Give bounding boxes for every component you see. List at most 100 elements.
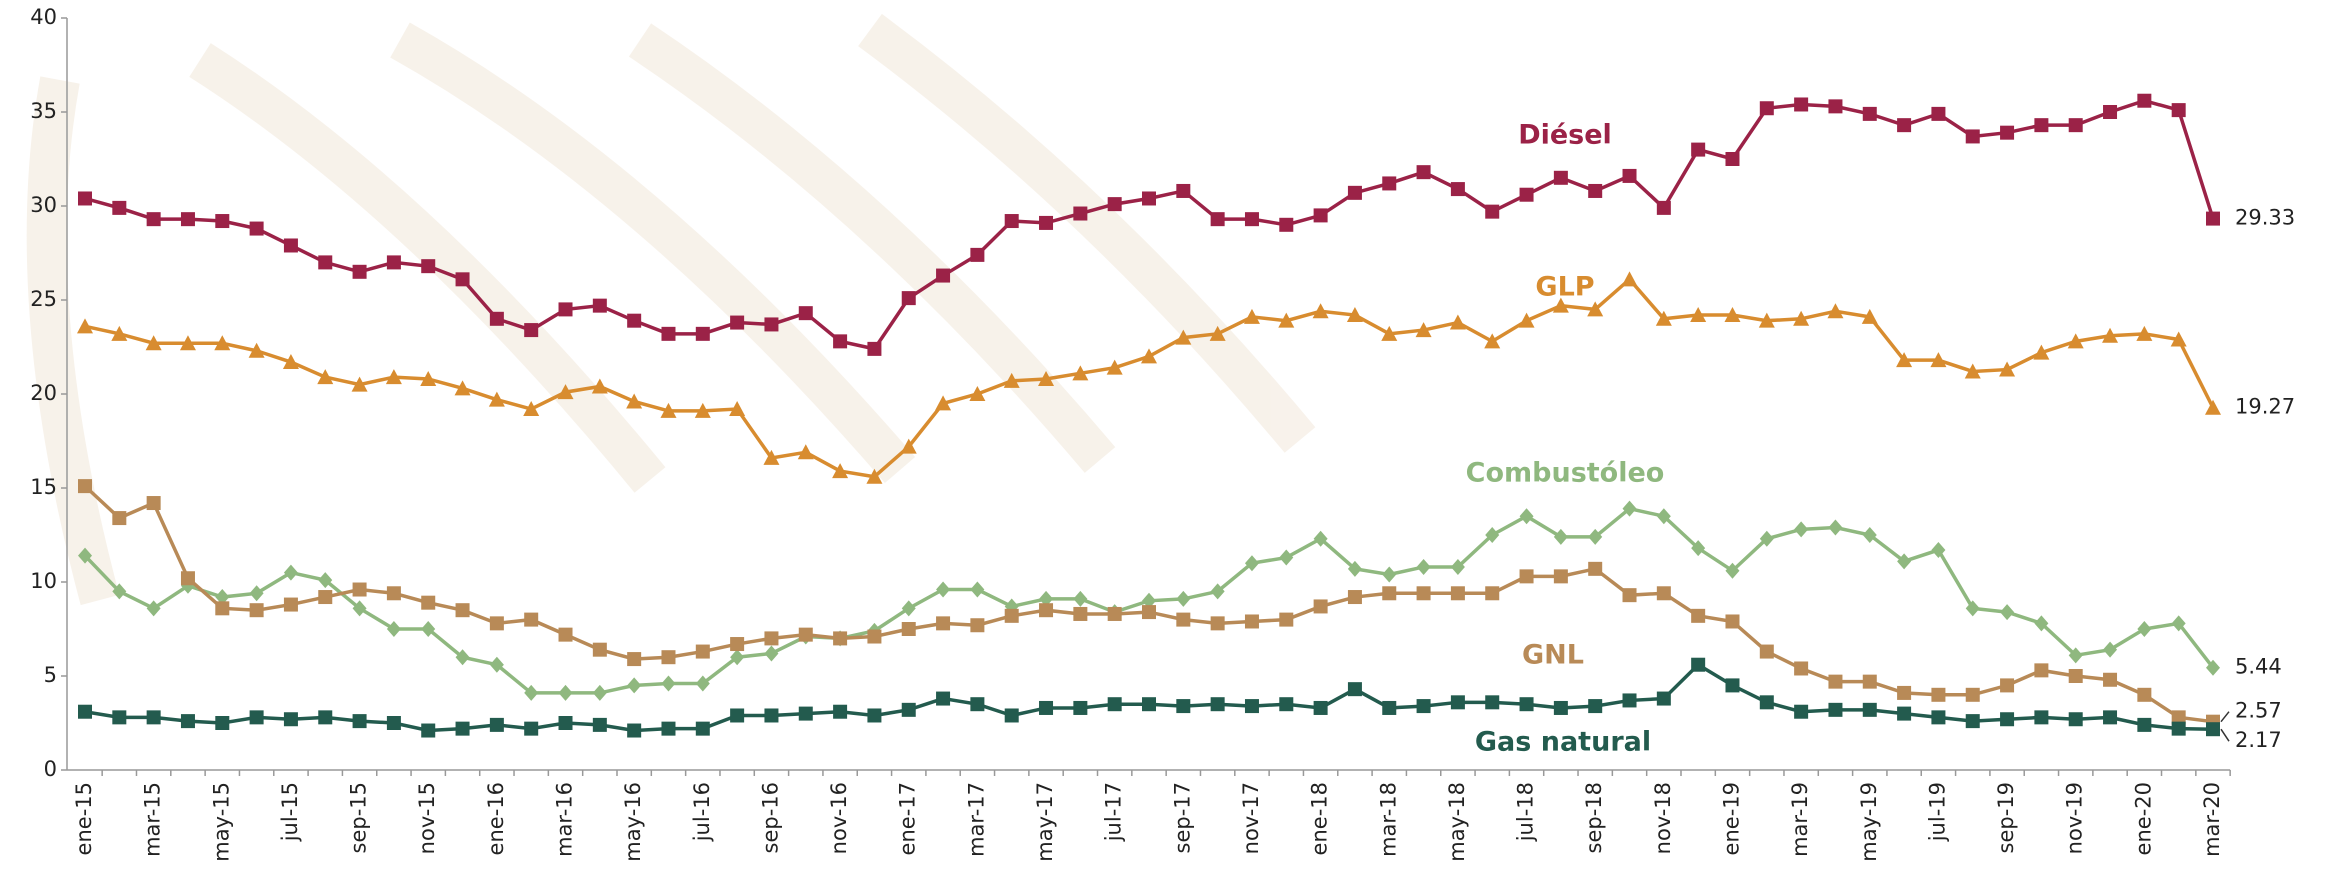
marker <box>696 645 710 659</box>
marker <box>1519 313 1535 328</box>
marker <box>284 565 298 581</box>
marker <box>1725 614 1739 628</box>
marker <box>1484 333 1500 348</box>
marker <box>936 692 950 706</box>
marker <box>1828 675 1842 689</box>
end-value-label: 5.44 <box>2235 655 2282 679</box>
series-label[interactable]: GNL <box>1522 640 1584 671</box>
marker <box>1485 205 1499 219</box>
y-tick-label: 10 <box>30 569 57 593</box>
x-tick-label: jul-16 <box>690 782 714 842</box>
marker <box>696 722 710 736</box>
x-tick-label: sep-15 <box>347 782 371 854</box>
marker <box>112 710 126 724</box>
marker <box>524 613 538 627</box>
marker <box>2069 118 2083 132</box>
marker <box>250 585 264 601</box>
marker <box>1039 701 1053 715</box>
series-label[interactable]: Diésel <box>1518 120 1612 151</box>
x-tick-label: may-17 <box>1033 782 1057 862</box>
marker <box>147 710 161 724</box>
marker <box>1588 562 1602 576</box>
marker <box>1211 616 1225 630</box>
marker <box>1828 703 1842 717</box>
marker <box>661 676 675 692</box>
x-tick-label: ene-16 <box>484 782 508 855</box>
series-label[interactable]: GLP <box>1535 272 1594 303</box>
marker <box>1760 101 1774 115</box>
marker <box>1623 588 1637 602</box>
marker <box>456 603 470 617</box>
end-value-label: 2.17 <box>2235 728 2282 752</box>
marker <box>215 214 229 228</box>
marker <box>1073 607 1087 621</box>
marker <box>1588 184 1602 198</box>
x-tick-label: mar-16 <box>553 782 577 857</box>
marker <box>147 600 161 616</box>
marker <box>867 708 881 722</box>
x-tick-label: may-19 <box>1857 782 1881 862</box>
marker <box>1348 590 1362 604</box>
marker <box>1314 208 1328 222</box>
marker <box>250 222 264 236</box>
marker <box>1931 688 1945 702</box>
marker <box>456 272 470 286</box>
marker <box>730 316 744 330</box>
marker <box>1931 107 1945 121</box>
marker <box>1451 182 1465 196</box>
marker <box>2206 722 2220 736</box>
marker <box>1691 143 1705 157</box>
x-tick-label: sep-16 <box>758 782 782 854</box>
marker <box>764 708 778 722</box>
marker <box>1554 701 1568 715</box>
x-tick-label: mar-17 <box>964 782 988 857</box>
series-label[interactable]: Gas natural <box>1475 727 1651 758</box>
marker <box>2000 604 2014 620</box>
marker <box>593 685 607 701</box>
marker <box>833 631 847 645</box>
marker <box>627 652 641 666</box>
x-tick-label: mar-19 <box>1788 782 1812 857</box>
marker <box>1725 678 1739 692</box>
marker <box>1417 165 1431 179</box>
marker <box>764 317 778 331</box>
marker <box>593 643 607 657</box>
marker <box>1931 710 1945 724</box>
marker <box>730 637 744 651</box>
marker <box>1520 188 1534 202</box>
marker <box>1794 705 1808 719</box>
marker <box>1211 212 1225 226</box>
y-tick-label: 40 <box>30 5 57 29</box>
marker <box>1657 692 1671 706</box>
marker <box>627 724 641 738</box>
chart: 0510152025303540ene-15mar-15may-15jul-15… <box>0 0 2325 875</box>
marker <box>1314 701 1328 715</box>
marker <box>1897 118 1911 132</box>
connector <box>2221 729 2229 741</box>
marker <box>902 291 916 305</box>
marker <box>764 631 778 645</box>
marker <box>318 255 332 269</box>
marker <box>1863 675 1877 689</box>
end-value-label: 19.27 <box>2235 395 2295 419</box>
y-tick-label: 5 <box>44 663 57 687</box>
marker <box>1623 693 1637 707</box>
marker <box>833 705 847 719</box>
marker <box>490 312 504 326</box>
marker <box>1451 695 1465 709</box>
marker <box>318 710 332 724</box>
marker <box>1554 171 1568 185</box>
marker <box>1451 586 1465 600</box>
marker <box>559 302 573 316</box>
marker <box>1142 697 1156 711</box>
marker <box>2172 103 2186 117</box>
marker <box>112 201 126 215</box>
marker <box>1348 186 1362 200</box>
marker <box>1657 586 1671 600</box>
series-label[interactable]: Combustóleo <box>1466 458 1665 489</box>
marker <box>1245 614 1259 628</box>
marker <box>730 708 744 722</box>
marker <box>387 621 401 637</box>
marker <box>1691 658 1705 672</box>
x-tick-label: nov-16 <box>827 782 851 854</box>
